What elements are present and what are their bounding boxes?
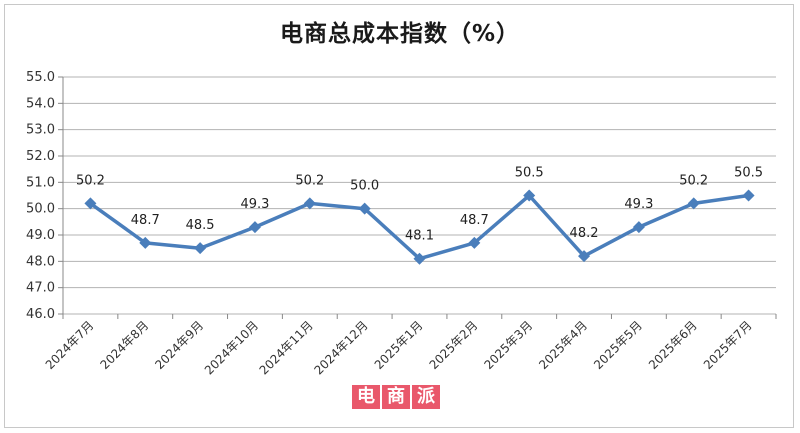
data-label: 48.7 bbox=[460, 213, 489, 228]
data-label: 50.5 bbox=[734, 166, 763, 181]
x-tick-label: 2025年6月 bbox=[646, 318, 700, 372]
data-point bbox=[139, 236, 152, 249]
data-point bbox=[578, 250, 591, 263]
y-tick-labels: 46.0 47.0 48.0 49.0 50.0 51.0 52.0 53.0 54.0 55.0 bbox=[26, 70, 55, 322]
x-tick-label: 2025年3月 bbox=[481, 318, 535, 372]
data-point bbox=[84, 197, 97, 210]
data-point bbox=[248, 221, 261, 234]
y-tick-label: 51.0 bbox=[26, 175, 55, 190]
x-tick-labels: 2024年7月 2024年8月 2024年9月2024年10月2024年11月202… bbox=[43, 318, 755, 377]
gridlines bbox=[63, 76, 776, 315]
data-point bbox=[687, 197, 700, 210]
data-point bbox=[742, 189, 755, 202]
chart-title: 电商总成本指数（%） bbox=[279, 21, 521, 47]
x-tick-label: 2024年12月 bbox=[312, 318, 371, 377]
data-point bbox=[468, 236, 481, 249]
data-points bbox=[84, 189, 755, 265]
data-label: 50.0 bbox=[350, 179, 379, 194]
y-tick-label: 50.0 bbox=[26, 202, 55, 217]
y-tick-label: 47.0 bbox=[26, 281, 55, 296]
x-tick-label: 2025年5月 bbox=[591, 318, 645, 372]
x-tick-label: 2025年7月 bbox=[701, 318, 755, 372]
data-point bbox=[632, 221, 645, 234]
data-point bbox=[523, 189, 536, 202]
watermark-char: 派 bbox=[412, 385, 440, 409]
y-tick-label: 54.0 bbox=[26, 96, 55, 111]
x-tick-label: 2025年4月 bbox=[536, 318, 590, 372]
y-tick-label: 48.0 bbox=[26, 254, 55, 269]
data-label: 49.3 bbox=[624, 197, 653, 212]
x-tick-label: 2024年11月 bbox=[257, 318, 316, 377]
x-tick-label: 2024年10月 bbox=[202, 318, 261, 377]
watermark-logo: 电商派 bbox=[352, 385, 447, 411]
data-label: 48.5 bbox=[186, 218, 215, 233]
data-label: 48.1 bbox=[405, 229, 434, 244]
watermark-char: 商 bbox=[382, 385, 410, 409]
data-point bbox=[303, 197, 316, 210]
y-tick-label: 53.0 bbox=[26, 123, 55, 138]
axes bbox=[58, 76, 777, 319]
data-point bbox=[358, 202, 371, 215]
data-label: 48.2 bbox=[570, 226, 599, 241]
data-label: 49.3 bbox=[240, 197, 269, 212]
data-label: 50.2 bbox=[295, 173, 324, 188]
data-label: 48.7 bbox=[131, 213, 160, 228]
x-tick-label: 2025年1月 bbox=[372, 318, 426, 372]
y-tick-label: 55.0 bbox=[26, 70, 55, 85]
y-tick-label: 49.0 bbox=[26, 228, 55, 243]
watermark-char: 电 bbox=[352, 385, 380, 409]
x-tick-label: 2025年2月 bbox=[427, 318, 481, 372]
data-point bbox=[413, 252, 426, 265]
y-tick-label: 52.0 bbox=[26, 149, 55, 164]
y-tick-label: 46.0 bbox=[26, 307, 55, 322]
data-label: 50.5 bbox=[515, 166, 544, 181]
data-label: 50.2 bbox=[679, 173, 708, 188]
data-labels: 50.2 48.7 48.5 49.3 50.2 50.0 48.1 48.7 50.5 48.2… bbox=[76, 166, 763, 244]
x-tick-label: 2024年8月 bbox=[98, 318, 152, 372]
data-label: 50.2 bbox=[76, 173, 105, 188]
x-tick-label: 2024年7月 bbox=[43, 318, 97, 372]
x-tick-label: 2024年9月 bbox=[152, 318, 206, 372]
data-point bbox=[194, 242, 207, 255]
